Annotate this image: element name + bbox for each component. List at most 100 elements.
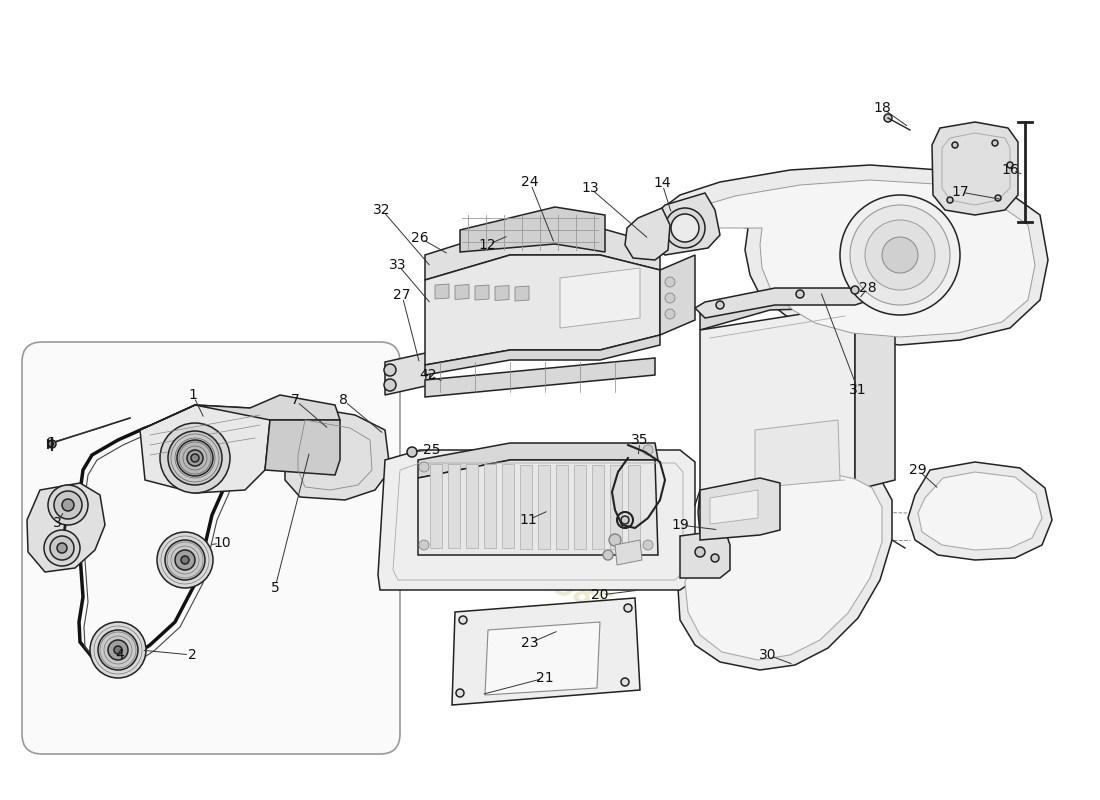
Polygon shape [680, 530, 730, 578]
Polygon shape [660, 255, 695, 335]
Text: 3: 3 [53, 516, 62, 530]
Polygon shape [418, 460, 658, 555]
Polygon shape [556, 465, 568, 549]
Polygon shape [455, 285, 469, 299]
Polygon shape [485, 622, 600, 695]
Circle shape [884, 114, 892, 122]
Text: 29: 29 [910, 463, 927, 477]
Text: 1: 1 [188, 388, 197, 402]
Text: 2: 2 [188, 648, 197, 662]
Text: 11: 11 [519, 513, 537, 527]
Polygon shape [648, 193, 720, 255]
Circle shape [1006, 162, 1013, 168]
Circle shape [840, 195, 960, 315]
Polygon shape [855, 295, 895, 490]
Polygon shape [495, 286, 509, 301]
Circle shape [671, 214, 698, 242]
Polygon shape [670, 180, 1035, 337]
Circle shape [666, 293, 675, 303]
Circle shape [644, 540, 653, 550]
Text: 25: 25 [424, 443, 441, 457]
Text: 5: 5 [271, 581, 279, 595]
Circle shape [165, 540, 205, 580]
Circle shape [992, 140, 998, 146]
Circle shape [609, 534, 622, 546]
Circle shape [44, 530, 80, 566]
Circle shape [187, 450, 204, 466]
Text: 24: 24 [521, 175, 539, 189]
Polygon shape [918, 472, 1042, 550]
Polygon shape [592, 465, 604, 549]
Circle shape [711, 554, 719, 562]
Circle shape [882, 237, 918, 273]
Text: 27: 27 [394, 288, 410, 302]
Polygon shape [932, 122, 1018, 215]
Polygon shape [660, 165, 1048, 345]
Circle shape [175, 550, 195, 570]
Circle shape [666, 309, 675, 319]
Polygon shape [625, 208, 670, 260]
Circle shape [419, 462, 429, 472]
Polygon shape [615, 540, 642, 565]
Text: 18: 18 [873, 101, 891, 115]
Text: eu: eu [397, 453, 503, 527]
Polygon shape [685, 474, 882, 660]
Polygon shape [700, 308, 855, 508]
Circle shape [191, 454, 199, 462]
Circle shape [384, 364, 396, 376]
Polygon shape [448, 464, 460, 548]
Circle shape [796, 290, 804, 298]
Polygon shape [430, 464, 442, 548]
Polygon shape [265, 420, 340, 475]
Circle shape [157, 532, 213, 588]
Text: 16: 16 [1001, 163, 1019, 177]
Circle shape [695, 547, 705, 557]
Text: 28: 28 [859, 281, 877, 295]
Circle shape [624, 604, 632, 612]
Polygon shape [28, 483, 105, 572]
Text: 30: 30 [759, 648, 777, 662]
Polygon shape [574, 465, 586, 549]
Polygon shape [755, 420, 840, 488]
Circle shape [666, 208, 705, 248]
Polygon shape [452, 598, 640, 705]
Polygon shape [385, 352, 430, 395]
Text: 42: 42 [419, 368, 437, 382]
Circle shape [603, 550, 613, 560]
Polygon shape [560, 268, 640, 328]
Polygon shape [700, 478, 780, 540]
FancyBboxPatch shape [22, 342, 400, 754]
Circle shape [419, 540, 429, 550]
Polygon shape [140, 405, 270, 493]
Polygon shape [378, 450, 695, 590]
Circle shape [108, 640, 128, 660]
Circle shape [54, 491, 82, 519]
Text: 33: 33 [389, 258, 407, 272]
Polygon shape [475, 285, 490, 300]
Polygon shape [140, 395, 340, 430]
Polygon shape [425, 228, 660, 280]
Polygon shape [610, 465, 621, 549]
Circle shape [384, 379, 396, 391]
Text: 12: 12 [478, 238, 496, 252]
Circle shape [621, 516, 629, 524]
Text: 26: 26 [411, 231, 429, 245]
Polygon shape [538, 465, 550, 549]
Circle shape [114, 646, 122, 654]
Circle shape [996, 195, 1001, 201]
Polygon shape [502, 464, 514, 549]
Text: 21: 21 [536, 671, 553, 685]
Polygon shape [628, 465, 640, 549]
Polygon shape [285, 405, 390, 500]
Circle shape [459, 616, 468, 624]
Polygon shape [484, 464, 496, 548]
Circle shape [644, 445, 653, 455]
Text: 20: 20 [592, 588, 608, 602]
Circle shape [48, 440, 56, 448]
Text: 32: 32 [373, 203, 390, 217]
Text: 10: 10 [213, 536, 231, 550]
Polygon shape [710, 490, 758, 524]
Circle shape [182, 556, 189, 564]
Text: 8: 8 [339, 393, 348, 407]
Circle shape [160, 423, 230, 493]
